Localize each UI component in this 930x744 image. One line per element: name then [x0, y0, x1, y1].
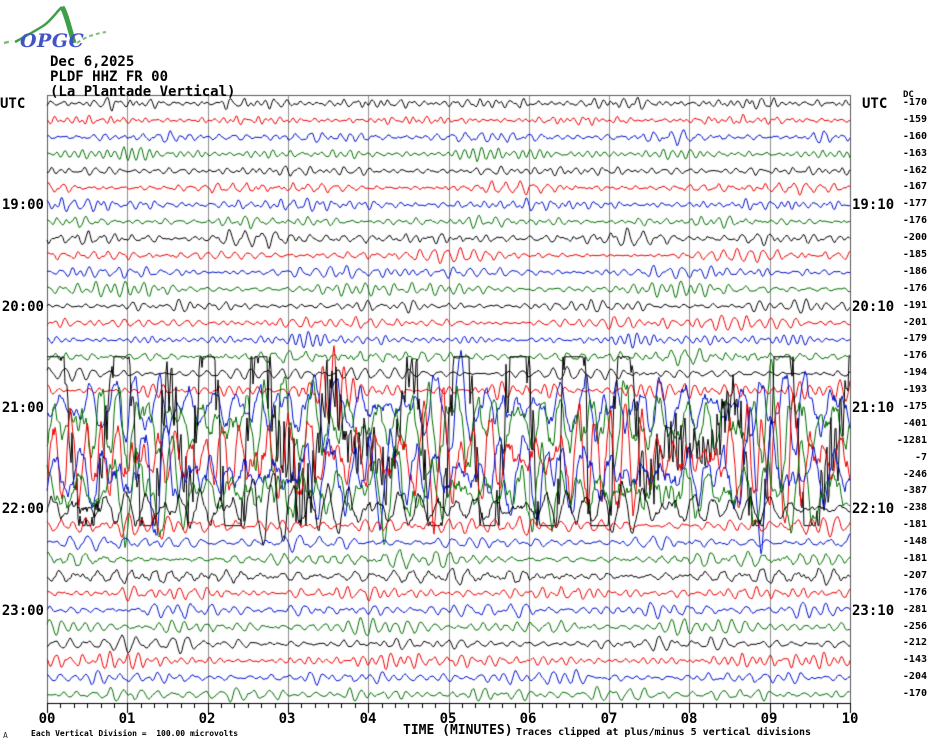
x-tick-label: 00: [38, 711, 56, 727]
dc-offset-value: -181: [902, 519, 927, 530]
dc-offset-value: -401: [902, 418, 927, 429]
opgc-logo: OPGC: [3, 5, 107, 52]
dc-offset-value: -194: [902, 367, 927, 378]
footer-scale-note: Each Vertical Division = 100.00 microvol…: [31, 729, 239, 738]
dc-offset-value: -176: [902, 587, 927, 598]
left-time-label: 20:00: [1, 299, 44, 315]
footer-clip-note: Traces clipped at plus/minus 5 vertical …: [516, 727, 812, 738]
dc-offset-value: -186: [902, 266, 927, 277]
logo-mountain-slope: [59, 5, 77, 44]
dc-offset-value: -179: [902, 333, 927, 344]
dc-offset-value: -176: [902, 215, 927, 226]
right-time-label: 23:10: [852, 603, 895, 619]
x-tick-label: 03: [278, 711, 296, 727]
dc-offset-value: -176: [902, 350, 927, 361]
x-tick-label: 09: [760, 711, 778, 727]
dc-offset-value: -181: [902, 553, 927, 564]
dc-offset-value: -170: [902, 688, 927, 699]
corner-mark: A: [3, 731, 8, 740]
dc-offset-value: -148: [902, 536, 927, 547]
dc-offset-value: -191: [902, 300, 927, 311]
dc-offset-value: -246: [902, 469, 927, 480]
left-time-label: 23:00: [1, 603, 44, 619]
header-date: Dec 6,2025: [50, 54, 135, 70]
logo-text: OPGC: [20, 30, 84, 52]
dc-offset-value: -281: [902, 604, 927, 615]
dc-offset-value: -143: [902, 654, 927, 665]
dc-offset-value: -163: [902, 148, 927, 159]
logo-right-dash: [76, 31, 107, 44]
left-time-label: 19:00: [1, 197, 44, 213]
header-channel: PLDF HHZ FR 00: [50, 69, 169, 85]
right-time-label: 22:10: [852, 501, 895, 517]
x-tick-label: 06: [519, 711, 537, 727]
dc-offset-value: -7: [914, 452, 927, 463]
dc-offset-value: -162: [902, 165, 927, 176]
dc-offset-value: -256: [902, 621, 927, 632]
dc-offset-value: -207: [902, 570, 927, 581]
x-tick-label: 04: [359, 711, 377, 727]
x-tick-label: 10: [841, 711, 859, 727]
x-tick-label: 02: [198, 711, 216, 727]
dc-offset-value: -167: [902, 181, 927, 192]
right-time-label: 20:10: [852, 299, 895, 315]
utc-title-right: UTC: [862, 96, 888, 112]
dc-offset-value: -193: [902, 384, 927, 395]
dc-offset-value: -212: [902, 637, 927, 648]
dc-offset-value: -160: [902, 131, 927, 142]
left-time-label: 21:00: [1, 400, 44, 416]
dc-offset-value: -177: [902, 198, 927, 209]
left-time-label: 22:00: [1, 501, 44, 517]
x-axis-title: TIME (MINUTES): [403, 723, 513, 738]
dc-offset-value: -159: [902, 114, 927, 125]
dc-column-header: DC: [903, 90, 914, 100]
logo-mountain-curve: [14, 6, 63, 44]
dc-offset-value: -1281: [896, 435, 927, 446]
right-time-label: 19:10: [852, 197, 895, 213]
x-tick-label: 01: [118, 711, 136, 727]
utc-title-left: UTC: [0, 96, 26, 112]
dc-offset-value: -204: [902, 671, 927, 682]
dc-offset-value: -176: [902, 283, 927, 294]
x-tick-label: 05: [439, 711, 457, 727]
dc-offset-value: -175: [902, 401, 927, 412]
dc-offset-value: -200: [902, 232, 927, 243]
x-tick-label: 07: [600, 711, 618, 727]
x-tick-label: 08: [680, 711, 698, 727]
dc-offset-value: -185: [902, 249, 927, 260]
dc-offset-value: -170: [902, 97, 927, 108]
dc-offset-value: -387: [902, 485, 927, 496]
dc-offset-value: -238: [902, 502, 927, 513]
header-station: (La Plantade Vertical): [50, 84, 236, 100]
logo-left-dash: [3, 39, 13, 45]
right-time-label: 21:10: [852, 400, 895, 416]
dc-offset-value: -201: [902, 317, 927, 328]
